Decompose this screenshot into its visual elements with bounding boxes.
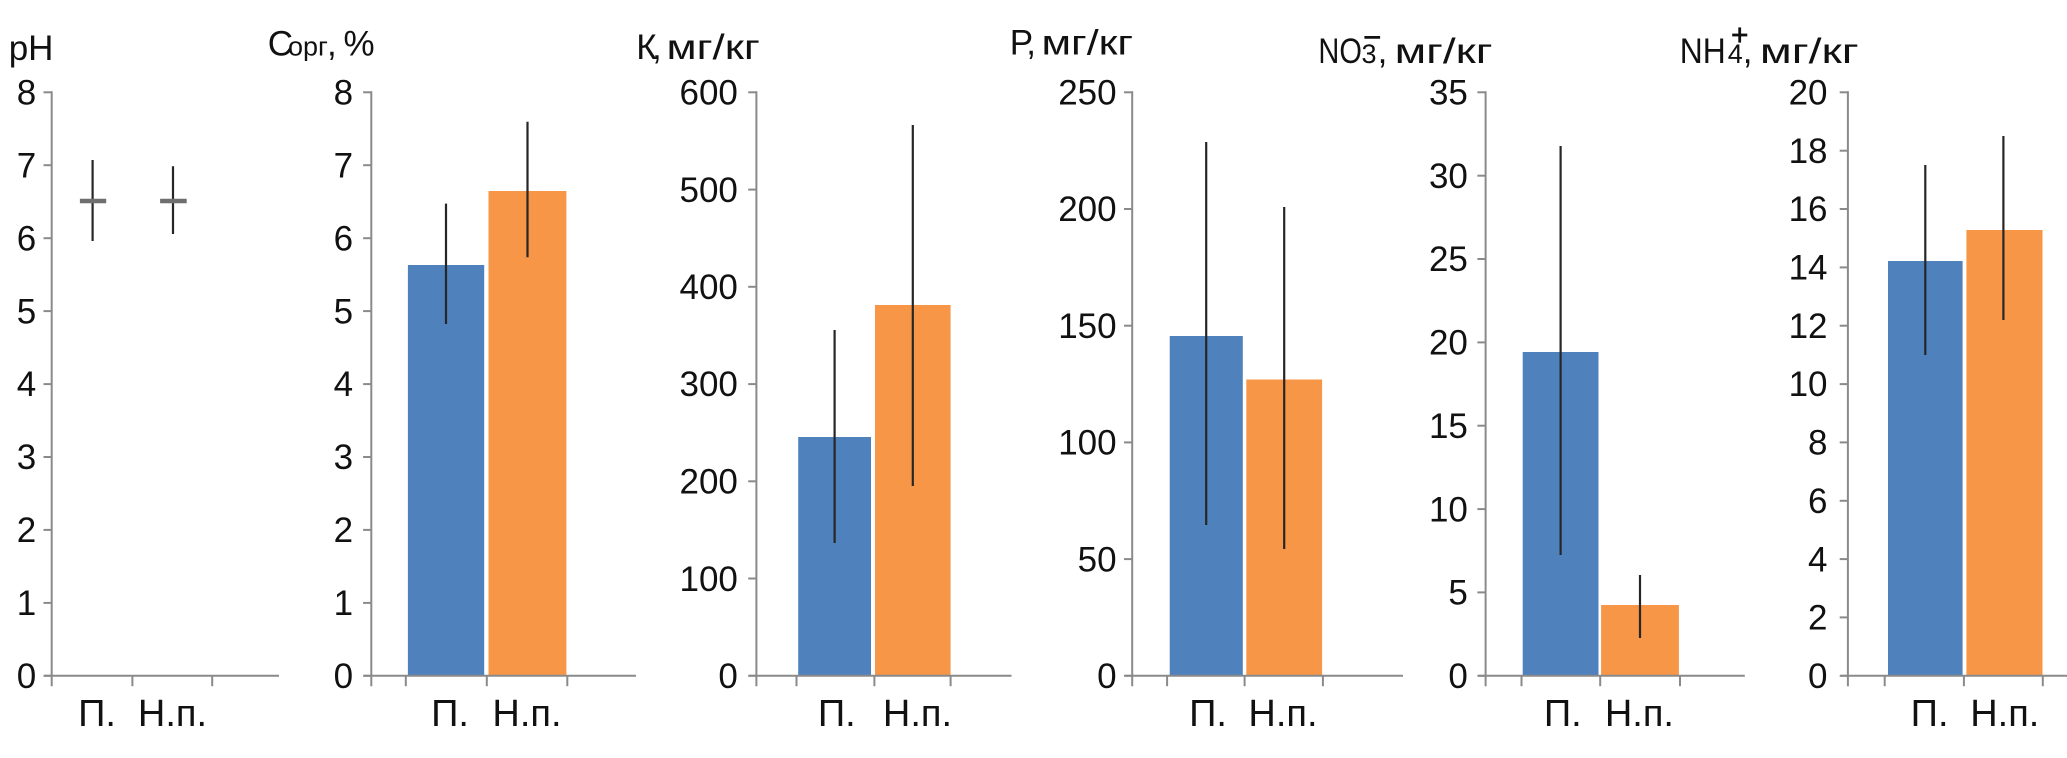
svg-text:500: 500 [679, 171, 737, 210]
svg-text:6: 6 [334, 219, 353, 258]
svg-text:100: 100 [1058, 424, 1116, 463]
svg-text:П.: П. [431, 693, 469, 735]
svg-text:50: 50 [1078, 540, 1117, 579]
svg-text:0: 0 [1808, 657, 1827, 696]
svg-text:0: 0 [334, 657, 353, 696]
svg-text:3: 3 [334, 438, 353, 477]
svg-text:8: 8 [334, 74, 353, 113]
svg-text:Н.п.: Н.п. [138, 693, 207, 735]
svg-text:Н.п.: Н.п. [492, 693, 561, 735]
svg-text:8: 8 [1808, 424, 1827, 463]
svg-text:10: 10 [1429, 490, 1468, 529]
svg-text:100: 100 [679, 560, 737, 599]
svg-text:18: 18 [1789, 132, 1828, 171]
svg-text:П.: П. [1911, 693, 1949, 735]
svg-text:16: 16 [1789, 190, 1828, 229]
svg-text:5: 5 [1448, 574, 1467, 613]
svg-text:300: 300 [679, 365, 737, 404]
svg-text:200: 200 [1058, 190, 1116, 229]
svg-text:6: 6 [17, 219, 36, 258]
svg-text:1: 1 [17, 584, 36, 623]
svg-text:35: 35 [1429, 74, 1468, 113]
svg-text:Н.п.: Н.п. [1605, 693, 1674, 735]
svg-text:П.: П. [1189, 693, 1227, 735]
svg-text:1: 1 [334, 584, 353, 623]
svg-text:0: 0 [718, 657, 737, 696]
svg-text:20: 20 [1789, 74, 1828, 113]
svg-text:5: 5 [334, 292, 353, 331]
svg-text:14: 14 [1789, 249, 1828, 288]
svg-text:30: 30 [1429, 157, 1468, 196]
svg-text:Н.п.: Н.п. [883, 693, 952, 735]
svg-text:5: 5 [17, 292, 36, 331]
svg-text:8: 8 [17, 74, 36, 113]
svg-text:Н.п.: Н.п. [1970, 693, 2039, 735]
svg-text:7: 7 [334, 146, 353, 185]
svg-text:Р,мг/кг: Р, мг/кг [1010, 24, 1133, 63]
svg-text:400: 400 [679, 268, 737, 307]
svg-text:0: 0 [1097, 657, 1116, 696]
svg-text:12: 12 [1789, 307, 1828, 346]
svg-text:К,мг/кг: К, мг/кг [636, 28, 760, 67]
svg-text:NH4,мг/кг: NH4, мг/кг [1680, 32, 1859, 71]
svg-text:20: 20 [1429, 324, 1468, 363]
svg-text:Сорг,%: Сорг,% [268, 25, 375, 64]
svg-text:4: 4 [1808, 540, 1827, 579]
svg-text:250: 250 [1058, 74, 1116, 113]
svg-text:600: 600 [679, 74, 737, 113]
svg-text:4: 4 [334, 365, 353, 404]
svg-text:П.: П. [818, 693, 856, 735]
svg-text:10: 10 [1789, 365, 1828, 404]
svg-text:NO3,мг/кг: NO3, мг/кг [1318, 32, 1492, 71]
svg-text:15: 15 [1429, 407, 1468, 446]
svg-text:200: 200 [679, 463, 737, 502]
svg-text:4: 4 [17, 365, 36, 404]
svg-text:6: 6 [1808, 482, 1827, 521]
svg-text:pH: pH [9, 29, 54, 68]
svg-text:2: 2 [17, 511, 36, 550]
svg-text:2: 2 [1808, 599, 1827, 638]
svg-text:150: 150 [1058, 307, 1116, 346]
svg-text:П.: П. [78, 693, 116, 735]
svg-text:0: 0 [1448, 657, 1467, 696]
svg-text:3: 3 [17, 438, 36, 477]
svg-text:Н.п.: Н.п. [1248, 693, 1317, 735]
svg-text:2: 2 [334, 511, 353, 550]
svg-text:25: 25 [1429, 240, 1468, 279]
svg-text:7: 7 [17, 146, 36, 185]
svg-text:П.: П. [1544, 693, 1582, 735]
svg-text:0: 0 [17, 657, 36, 696]
